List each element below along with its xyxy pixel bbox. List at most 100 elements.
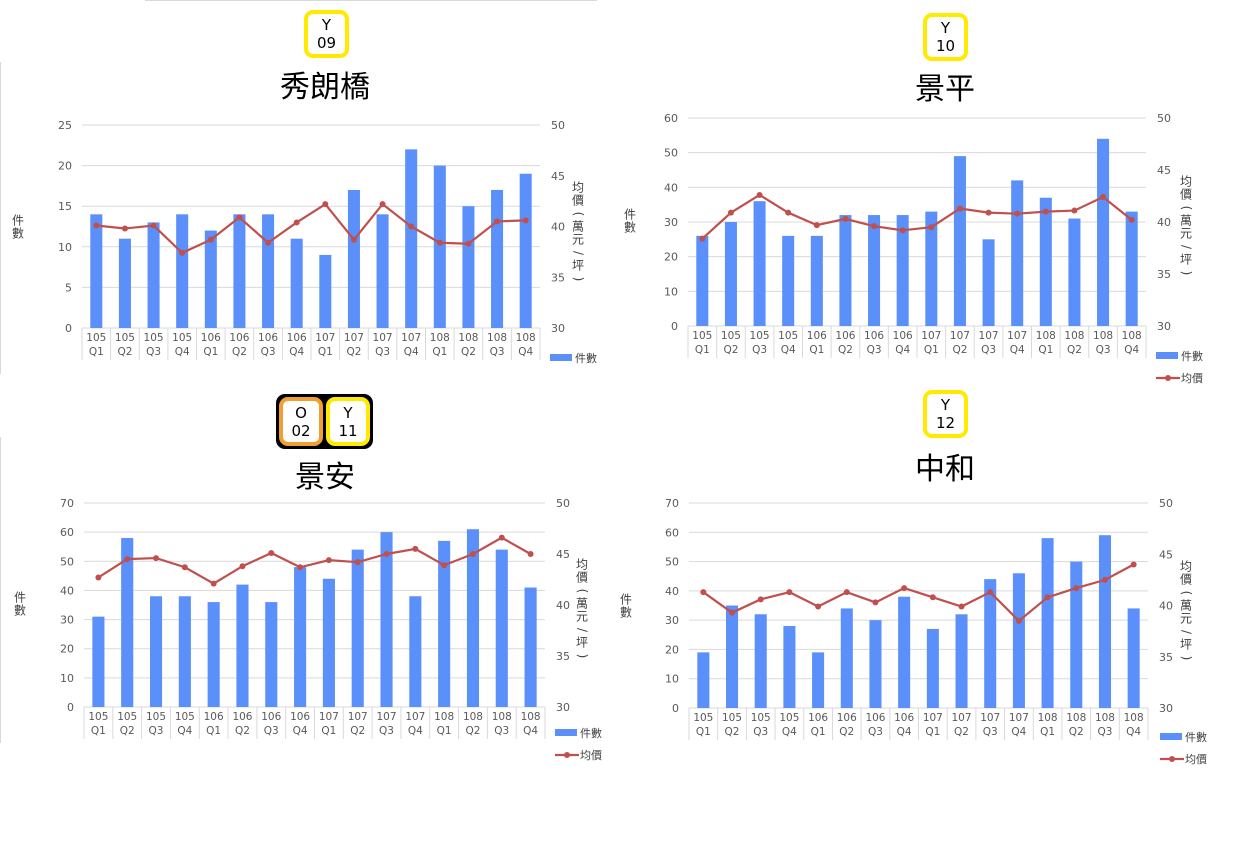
x-tick-label-quarter: Q4 (408, 725, 423, 737)
x-tick-label-quarter: Q2 (1069, 726, 1084, 738)
bar (982, 239, 995, 326)
y-right-axis-title: 元 (1180, 227, 1192, 241)
x-tick-label-year: 106 (229, 332, 249, 344)
price-point (786, 589, 793, 596)
y-right-tick-label: 35 (551, 271, 565, 284)
price-point (1100, 194, 1107, 201)
price-point (465, 240, 472, 247)
x-tick-label-quarter: Q3 (983, 726, 998, 738)
price-point (441, 562, 448, 569)
x-tick-label-year: 105 (88, 711, 108, 723)
frame-line-left-top (0, 62, 1, 374)
x-tick-label-year: 107 (923, 712, 943, 724)
bar (896, 215, 909, 326)
x-tick-label-quarter: Q4 (177, 725, 192, 737)
bar (1125, 211, 1138, 326)
x-tick-label-quarter: Q4 (895, 344, 910, 356)
x-tick-label-quarter: Q3 (494, 725, 509, 737)
chart-jingping: 0 10 20 30 40 50 60 30 35 40 45 50 105 Q1 105 Q2 105 Q3 10… (624, 112, 1203, 385)
x-tick-label-year: 107 (952, 712, 972, 724)
y-left-tick-label: 40 (60, 584, 74, 597)
x-tick-label-year: 105 (86, 332, 106, 344)
x-tick-label-year: 108 (487, 332, 507, 344)
x-tick-label-quarter: Q2 (465, 725, 480, 737)
price-point (813, 222, 820, 229)
bar (1070, 561, 1083, 708)
y-left-tick-label: 20 (60, 643, 74, 656)
x-tick-label-quarter: Q2 (952, 344, 967, 356)
y-right-axis-title: ) (572, 277, 586, 282)
badge-number: 10 (935, 37, 956, 55)
price-point (121, 225, 128, 232)
bar (294, 567, 307, 707)
price-line (96, 202, 526, 255)
bar (409, 596, 422, 707)
station-badge-y09: Y 09 (304, 10, 349, 58)
y-right-axis-title: 價 (1180, 573, 1192, 587)
bar (380, 532, 393, 707)
x-tick-label-year: 107 (980, 712, 1000, 724)
bar (466, 529, 480, 707)
y-right-tick-label: 30 (551, 322, 565, 335)
y-left-axis-title: 數 (624, 221, 636, 235)
price-point (239, 563, 246, 570)
y-right-tick-label: 30 (1157, 320, 1171, 333)
x-tick-label-year: 105 (693, 712, 713, 724)
price-point (699, 235, 706, 242)
price-point (1042, 208, 1049, 215)
price-point (350, 236, 357, 243)
badge-letter: Y (321, 16, 332, 34)
y-right-axis-title: / (1180, 245, 1194, 250)
bar (149, 596, 163, 707)
y-right-axis-title: 元 (576, 610, 588, 624)
bar (524, 587, 537, 707)
station-badge-group: O 02 Y 11 (276, 394, 373, 449)
badge-number: 12 (935, 414, 956, 432)
y-left-tick-label: 0 (67, 701, 74, 714)
y-right-axis-title: 元 (1180, 612, 1192, 626)
legend-swatch-count (1160, 733, 1182, 740)
x-tick-label-year: 107 (950, 330, 970, 342)
y-right-axis-title: 均 (1180, 175, 1192, 189)
price-point (785, 209, 792, 216)
price-point (757, 596, 764, 603)
x-tick-label-quarter: Q3 (868, 726, 883, 738)
badge-number: 09 (316, 34, 337, 52)
x-tick-label-year: 107 (1009, 712, 1029, 724)
price-line (97, 536, 532, 585)
y-right-axis-title: 坪 (572, 259, 584, 273)
x-tick-label-year: 105 (146, 711, 166, 723)
y-right-axis-title: 坪 (1180, 638, 1192, 652)
price-point (494, 218, 501, 225)
x-tick-label-quarter: Q3 (1096, 344, 1111, 356)
price-point (383, 551, 390, 557)
x-tick-label-quarter: Q4 (518, 346, 533, 358)
bar (840, 608, 853, 708)
price-point (1015, 617, 1022, 624)
y-left-tick-label: 20 (58, 160, 72, 173)
price-point (153, 555, 160, 562)
x-tick-label-quarter: Q2 (461, 346, 476, 358)
y-left-axis-title: 數 (12, 227, 24, 241)
bar (322, 578, 335, 707)
bar (178, 596, 191, 707)
y-left-tick-label: 50 (664, 147, 678, 160)
y-left-tick-label: 15 (58, 200, 72, 213)
x-tick-label-year: 106 (865, 712, 885, 724)
x-tick-label-year: 108 (492, 711, 512, 723)
y-right-axis-title: ) (1180, 271, 1194, 276)
y-left-tick-label: 30 (60, 614, 74, 627)
x-tick-label-year: 106 (232, 711, 252, 723)
y-right-axis-title: 萬 (572, 220, 584, 234)
x-tick-label-quarter: Q3 (146, 346, 161, 358)
bar (810, 235, 823, 326)
y-right-axis-title: 價 (1180, 188, 1192, 202)
x-tick-label-quarter: Q4 (175, 346, 190, 358)
y-left-tick-label: 0 (65, 322, 72, 335)
x-tick-label-year: 107 (315, 332, 335, 344)
price-point (150, 222, 157, 229)
bar (984, 579, 997, 708)
chart-xiulangqiao: 0 5 10 15 20 25 30 35 40 45 50 105 Q1 105 Q2 105 Q3 105 Q4… (12, 119, 597, 365)
price-point (469, 551, 476, 557)
bar (1097, 138, 1110, 326)
